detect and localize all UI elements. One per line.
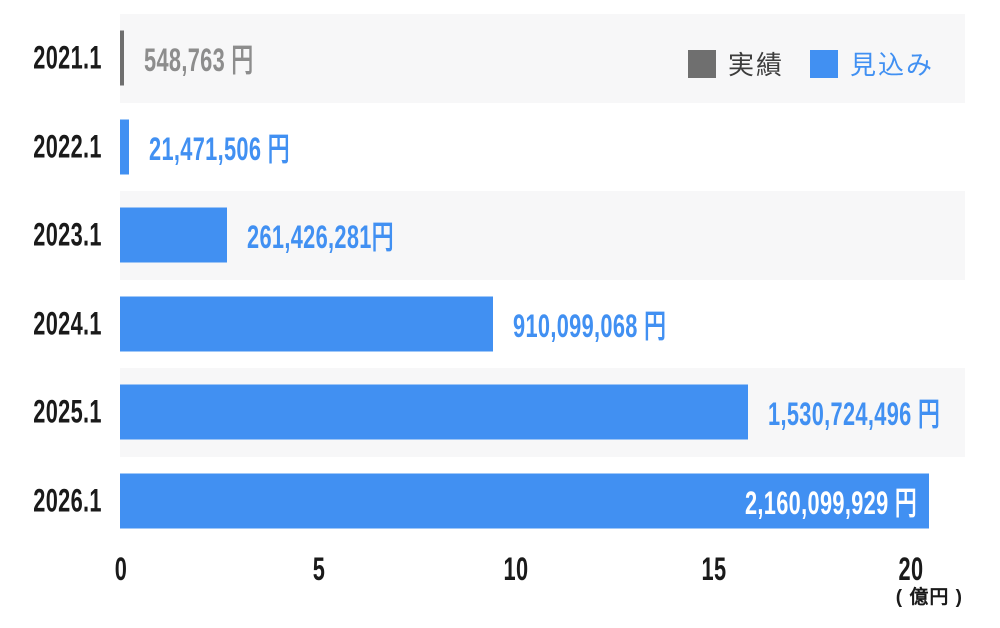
value-label: 910,099,068 円 <box>513 307 667 344</box>
category-label: 2024.1 <box>33 305 102 342</box>
legend-label-forecast: 見込み <box>850 50 935 80</box>
chart-row: 2026.1 2,160,099,929 円 <box>33 456 965 545</box>
category-label: 2026.1 <box>33 482 102 519</box>
legend-item-actual[interactable]: 実績 <box>688 45 784 82</box>
category-label: 2021.1 <box>33 39 102 76</box>
x-tick: 15 <box>701 551 727 587</box>
bar <box>120 207 227 263</box>
value-label: 261,426,281円 <box>247 219 394 256</box>
bar <box>120 30 124 86</box>
bar <box>120 119 129 175</box>
chart-row: 2022.1 21,471,506 円 <box>33 102 965 191</box>
value-label: 1,530,724,496 円 <box>768 396 941 433</box>
x-tick: 20 <box>898 551 924 587</box>
chart-legend: 実績 見込み <box>688 45 934 82</box>
x-tick: 10 <box>503 551 529 587</box>
value-label: 2,160,099,929 円 <box>744 484 917 521</box>
x-axis-unit-label: ( 億円 ) <box>895 587 963 608</box>
legend-swatch-forecast-icon <box>810 49 839 78</box>
legend-label-actual: 実績 <box>728 50 785 80</box>
x-axis: 0 5 10 15 20 <box>115 551 965 587</box>
value-label: 548,763 円 <box>144 42 254 79</box>
category-label: 2023.1 <box>33 216 102 253</box>
value-label: 21,471,506 円 <box>149 130 290 167</box>
plot-area: 2021.1 548,763 円 2022.1 21,471,506 円 202… <box>33 14 965 545</box>
x-tick: 0 <box>114 551 128 587</box>
bar <box>120 473 929 529</box>
bar <box>120 296 493 352</box>
legend-item-forecast[interactable]: 見込み <box>810 45 934 82</box>
x-tick: 5 <box>312 551 325 587</box>
category-label: 2022.1 <box>33 128 102 165</box>
category-label: 2025.1 <box>33 393 102 430</box>
chart-row: 2023.1 261,426,281円 <box>33 191 965 280</box>
chart-row: 2025.1 1,530,724,496 円 <box>33 368 965 457</box>
chart-row: 2024.1 910,099,068 円 <box>33 279 965 368</box>
legend-swatch-actual-icon <box>688 49 716 78</box>
bar <box>120 384 748 440</box>
